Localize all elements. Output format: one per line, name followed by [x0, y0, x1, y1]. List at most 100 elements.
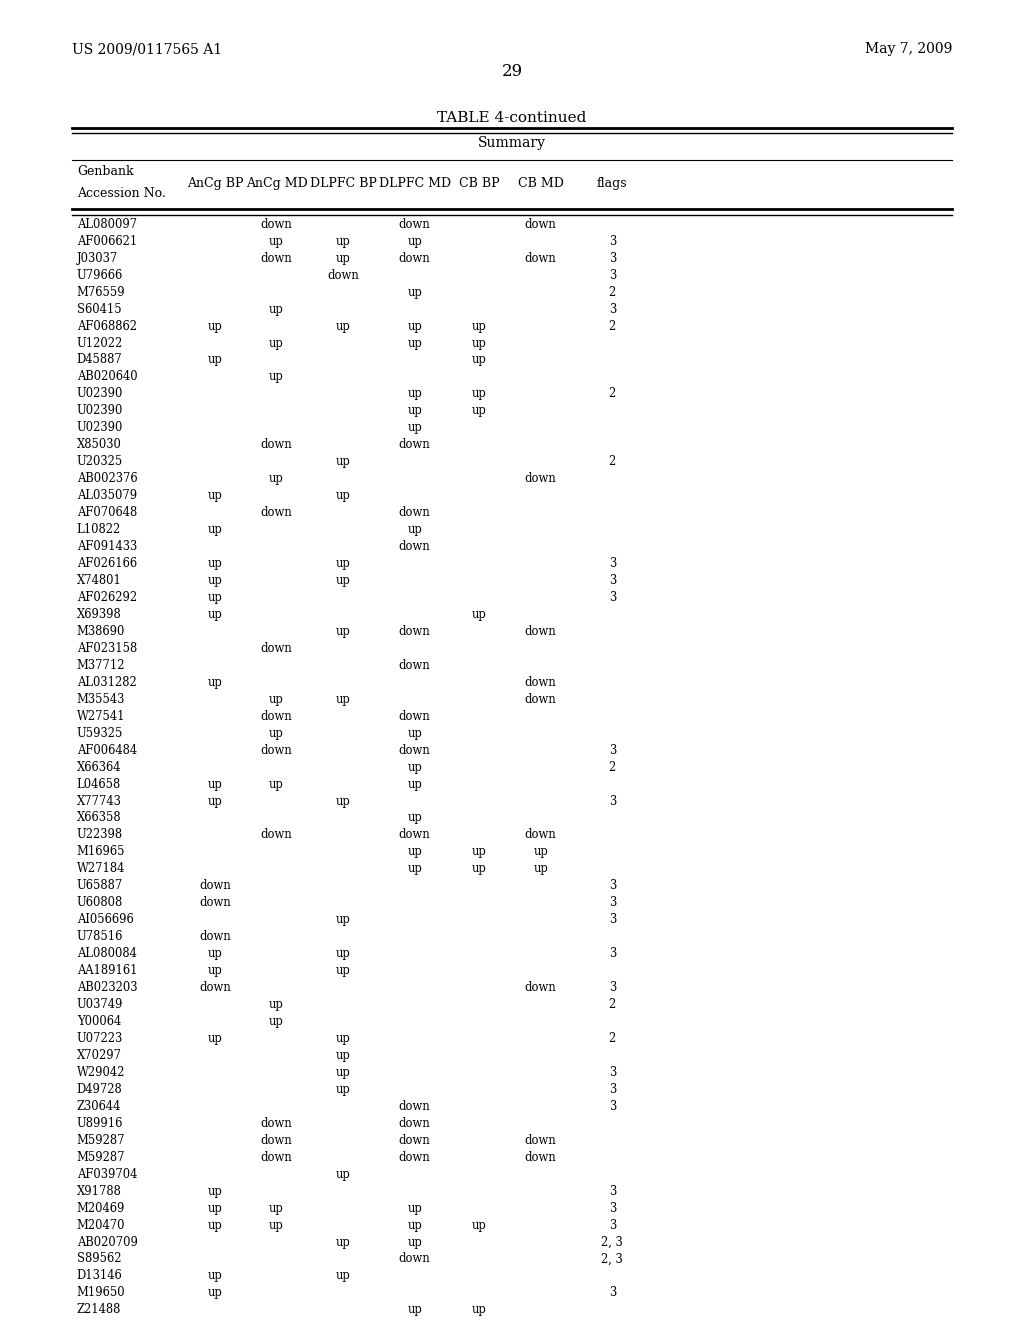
Text: up: up — [208, 1184, 222, 1197]
Text: up: up — [472, 609, 486, 620]
Text: L04658: L04658 — [77, 777, 121, 791]
Text: 3: 3 — [608, 981, 616, 994]
Text: up: up — [408, 777, 422, 791]
Text: up: up — [408, 523, 422, 536]
Text: up: up — [208, 1032, 222, 1045]
Text: down: down — [260, 252, 293, 265]
Text: J03037: J03037 — [77, 252, 118, 265]
Text: 3: 3 — [608, 948, 616, 960]
Text: up: up — [336, 1032, 350, 1045]
Text: down: down — [327, 269, 359, 281]
Text: 2: 2 — [608, 1032, 616, 1045]
Text: up: up — [336, 795, 350, 808]
Text: DLPFC MD: DLPFC MD — [379, 177, 451, 190]
Text: down: down — [524, 252, 557, 265]
Text: down: down — [260, 710, 293, 722]
Text: up: up — [336, 1082, 350, 1096]
Text: down: down — [398, 1151, 431, 1164]
Text: down: down — [524, 624, 557, 638]
Text: down: down — [260, 1134, 293, 1147]
Text: W29042: W29042 — [77, 1067, 125, 1078]
Text: down: down — [260, 506, 293, 519]
Text: 3: 3 — [608, 1218, 616, 1232]
Text: up: up — [269, 693, 284, 706]
Text: M38690: M38690 — [77, 624, 125, 638]
Text: X69398: X69398 — [77, 609, 122, 620]
Text: up: up — [269, 726, 284, 739]
Text: 3: 3 — [608, 795, 616, 808]
Text: up: up — [269, 1015, 284, 1028]
Text: down: down — [398, 710, 431, 722]
Text: AnCg BP: AnCg BP — [186, 177, 244, 190]
Text: up: up — [408, 404, 422, 417]
Text: up: up — [472, 404, 486, 417]
Text: AB023203: AB023203 — [77, 981, 137, 994]
Text: down: down — [199, 931, 231, 944]
Text: AF023158: AF023158 — [77, 642, 137, 655]
Text: down: down — [524, 473, 557, 486]
Text: 2: 2 — [608, 319, 616, 333]
Text: up: up — [208, 1287, 222, 1299]
Text: up: up — [472, 1218, 486, 1232]
Text: up: up — [208, 319, 222, 333]
Text: X66364: X66364 — [77, 760, 121, 774]
Text: up: up — [208, 609, 222, 620]
Text: up: up — [472, 862, 486, 875]
Text: U79666: U79666 — [77, 269, 123, 281]
Text: U59325: U59325 — [77, 726, 123, 739]
Text: up: up — [336, 948, 350, 960]
Text: AF006621: AF006621 — [77, 235, 137, 248]
Text: Genbank: Genbank — [77, 165, 133, 178]
Text: up: up — [408, 285, 422, 298]
Text: 2: 2 — [608, 455, 616, 469]
Text: up: up — [336, 693, 350, 706]
Text: 3: 3 — [608, 1201, 616, 1214]
Text: AF006484: AF006484 — [77, 743, 137, 756]
Text: X70297: X70297 — [77, 1049, 122, 1061]
Text: down: down — [524, 693, 557, 706]
Text: up: up — [408, 862, 422, 875]
Text: up: up — [208, 795, 222, 808]
Text: X77743: X77743 — [77, 795, 122, 808]
Text: AF068862: AF068862 — [77, 319, 137, 333]
Text: up: up — [208, 591, 222, 605]
Text: M35543: M35543 — [77, 693, 125, 706]
Text: X91788: X91788 — [77, 1184, 122, 1197]
Text: AF091433: AF091433 — [77, 540, 137, 553]
Text: down: down — [199, 879, 231, 892]
Text: AF070648: AF070648 — [77, 506, 137, 519]
Text: X74801: X74801 — [77, 574, 122, 587]
Text: D45887: D45887 — [77, 354, 123, 367]
Text: 3: 3 — [608, 269, 616, 281]
Text: down: down — [524, 676, 557, 689]
Text: up: up — [408, 319, 422, 333]
Text: 3: 3 — [608, 743, 616, 756]
Text: up: up — [408, 726, 422, 739]
Text: W27184: W27184 — [77, 862, 125, 875]
Text: Z21488: Z21488 — [77, 1303, 121, 1316]
Text: up: up — [269, 371, 284, 383]
Text: M16965: M16965 — [77, 845, 125, 858]
Text: up: up — [408, 1303, 422, 1316]
Text: down: down — [260, 743, 293, 756]
Text: up: up — [336, 624, 350, 638]
Text: up: up — [336, 1270, 350, 1283]
Text: 2, 3: 2, 3 — [601, 1236, 624, 1249]
Text: AL080097: AL080097 — [77, 218, 137, 231]
Text: down: down — [260, 1117, 293, 1130]
Text: up: up — [208, 574, 222, 587]
Text: AI056696: AI056696 — [77, 913, 133, 927]
Text: down: down — [260, 1151, 293, 1164]
Text: up: up — [534, 845, 548, 858]
Text: up: up — [208, 1201, 222, 1214]
Text: up: up — [208, 676, 222, 689]
Text: U02390: U02390 — [77, 388, 123, 400]
Text: down: down — [398, 743, 431, 756]
Text: up: up — [269, 337, 284, 350]
Text: 2, 3: 2, 3 — [601, 1253, 624, 1266]
Text: 2: 2 — [608, 285, 616, 298]
Text: down: down — [398, 438, 431, 451]
Text: up: up — [408, 760, 422, 774]
Text: down: down — [524, 981, 557, 994]
Text: up: up — [336, 964, 350, 977]
